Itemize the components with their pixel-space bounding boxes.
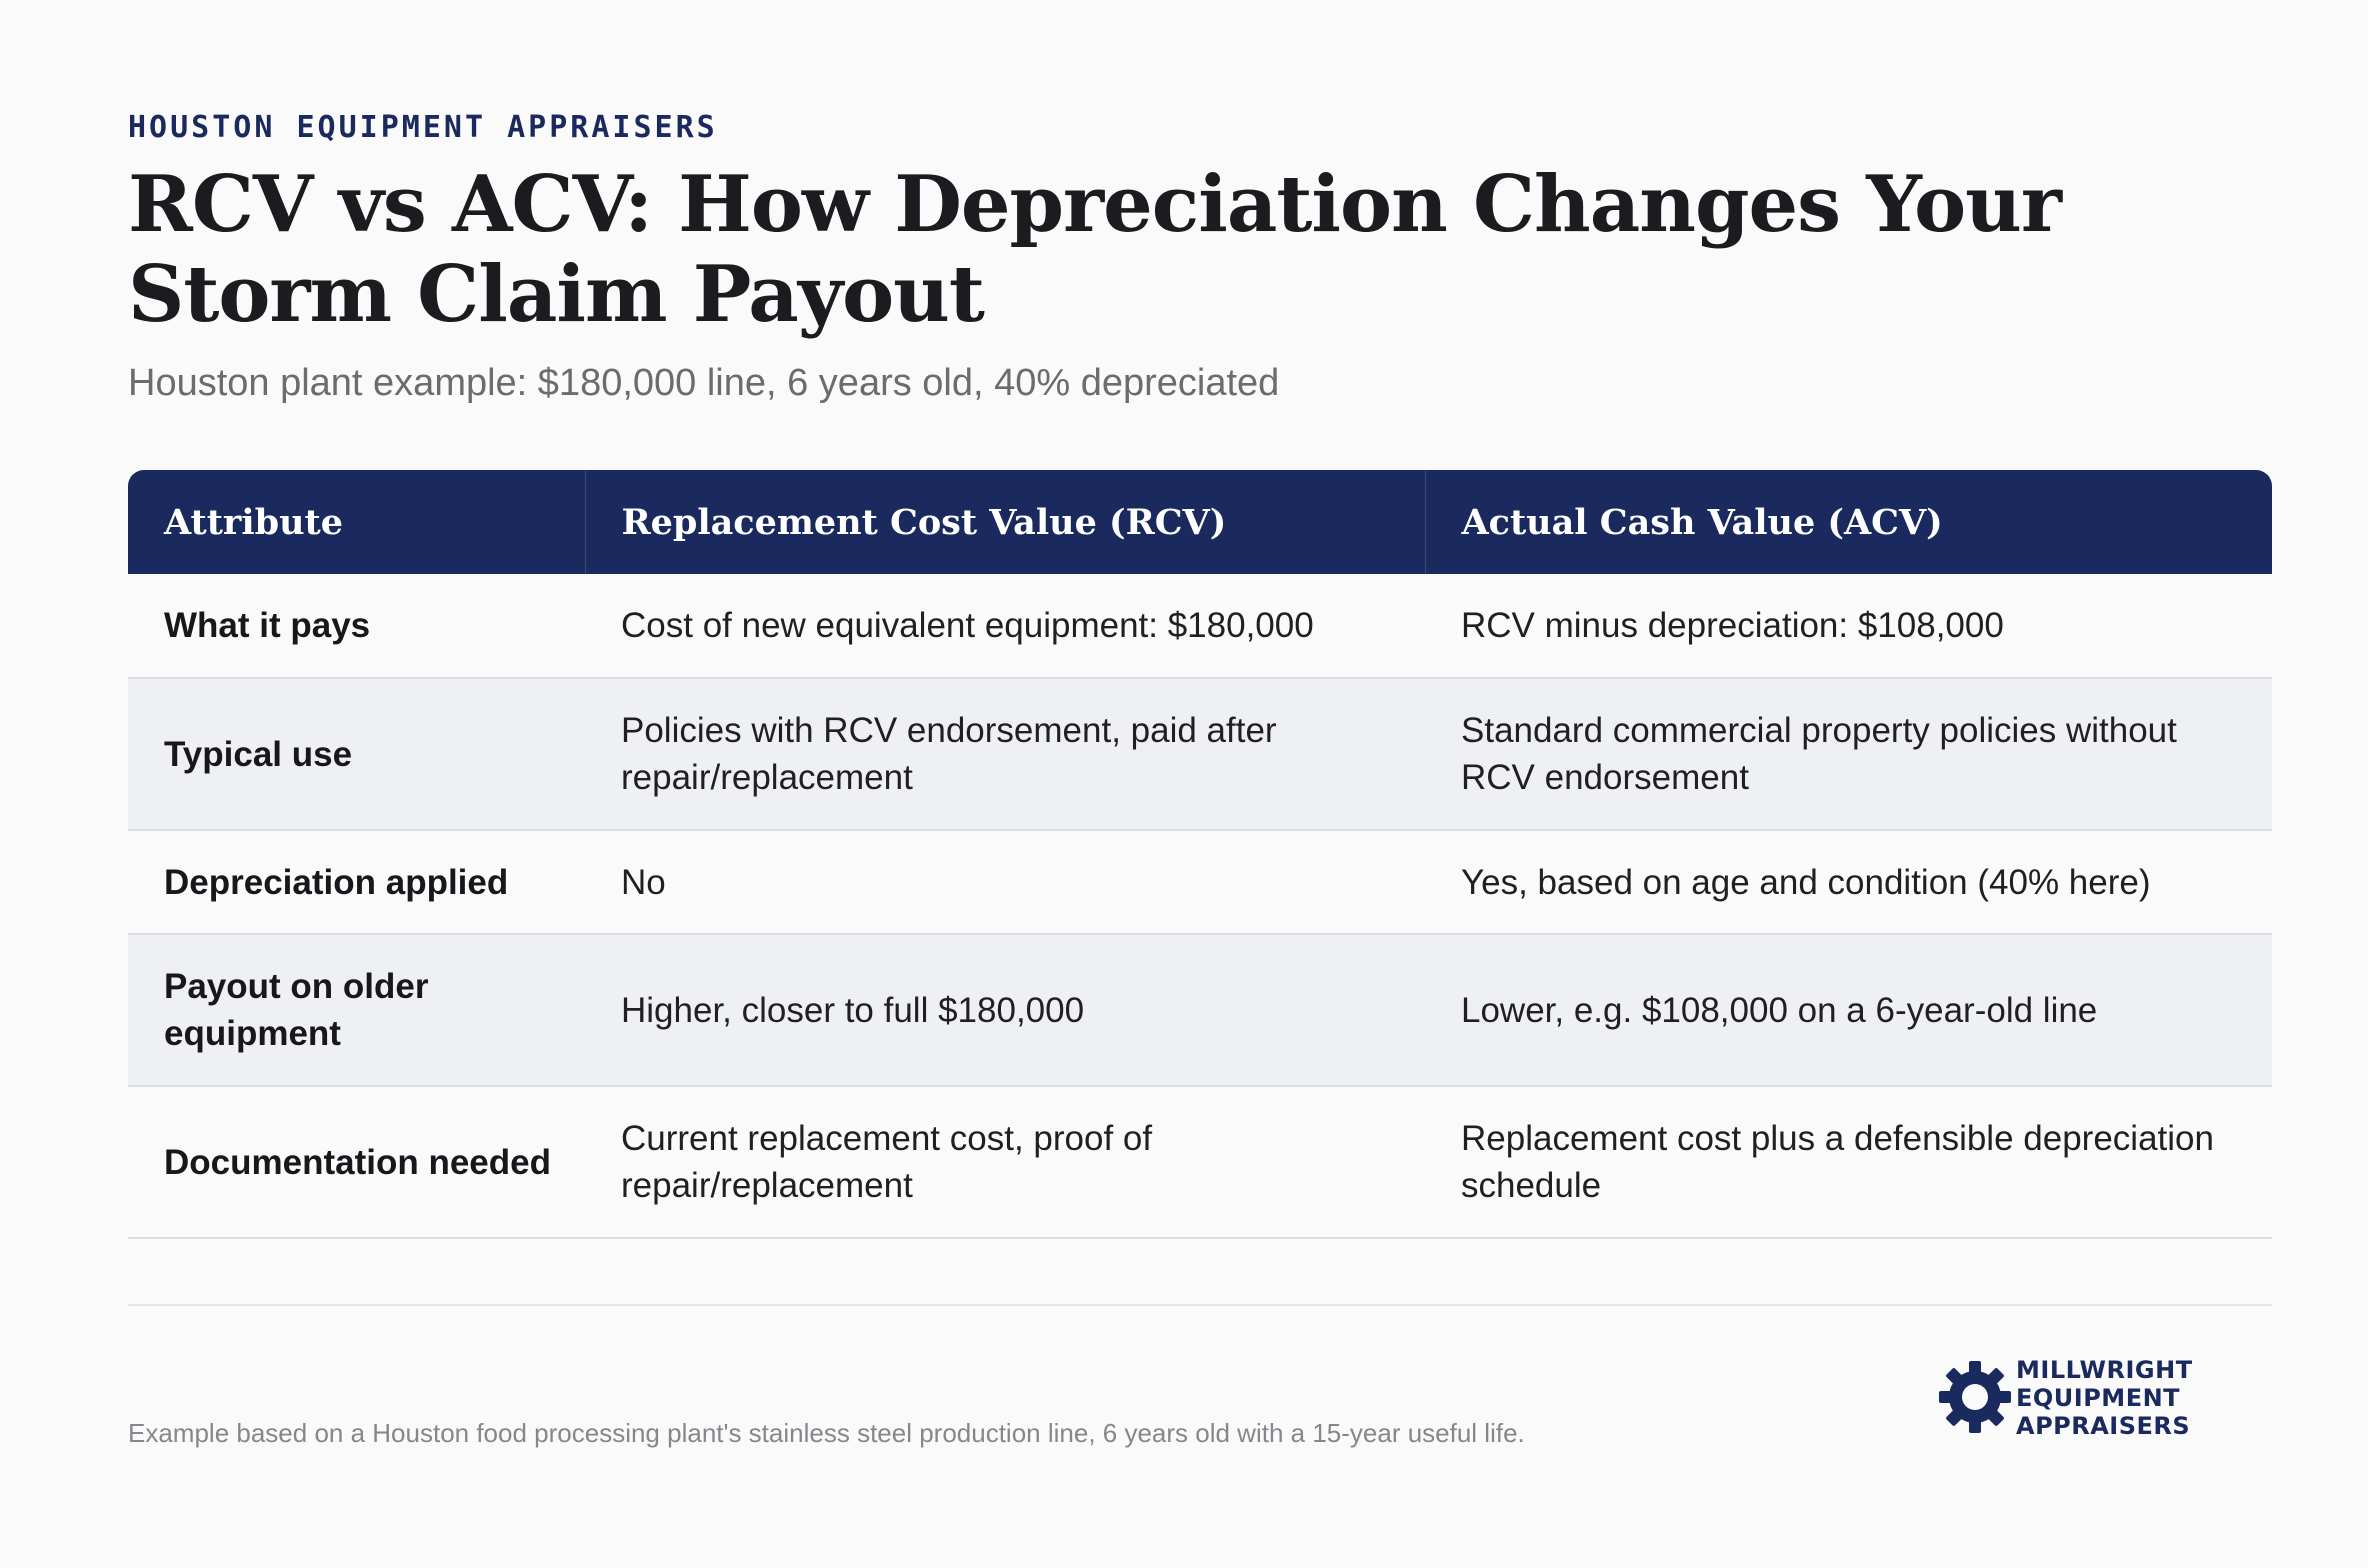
gear-icon bbox=[1939, 1361, 2011, 1433]
brand-line: MILLWRIGHT bbox=[2016, 1356, 2193, 1384]
page-subtitle: Houston plant example: $180,000 line, 6 … bbox=[128, 362, 1280, 404]
comparison-table-container: Attribute Replacement Cost Value (RCV) A… bbox=[128, 470, 2272, 1239]
table-row: Typical use Policies with RCV endorsemen… bbox=[128, 678, 2272, 831]
rcv-cell: No bbox=[585, 830, 1425, 935]
brand-wordmark: MILLWRIGHT EQUIPMENT APPRAISERS bbox=[2016, 1356, 2193, 1440]
table-body: What it pays Cost of new equivalent equi… bbox=[128, 574, 2272, 1239]
row-attribute: Payout on older equipment bbox=[128, 934, 585, 1087]
table-header-row: Attribute Replacement Cost Value (RCV) A… bbox=[128, 470, 2272, 574]
row-attribute: Depreciation applied bbox=[128, 830, 585, 935]
table-row: Documentation needed Current replacement… bbox=[128, 1086, 2272, 1239]
acv-cell: Yes, based on age and condition (40% her… bbox=[1425, 830, 2272, 935]
column-header-rcv: Replacement Cost Value (RCV) bbox=[585, 470, 1426, 574]
table-row: Depreciation applied No Yes, based on ag… bbox=[128, 830, 2272, 935]
page-title: RCV vs ACV: How Depreciation Changes You… bbox=[128, 159, 2062, 340]
table-row: What it pays Cost of new equivalent equi… bbox=[128, 574, 2272, 679]
column-header-acv: Actual Cash Value (ACV) bbox=[1425, 470, 2272, 574]
acv-cell: RCV minus depreciation: $108,000 bbox=[1425, 574, 2272, 679]
acv-cell: Standard commercial property policies wi… bbox=[1425, 678, 2272, 831]
rcv-cell: Policies with RCV endorsement, paid afte… bbox=[585, 678, 1425, 831]
eyebrow-label: HOUSTON EQUIPMENT APPRAISERS bbox=[128, 110, 718, 145]
column-header-attribute: Attribute bbox=[128, 470, 586, 574]
rcv-cell: Current replacement cost, proof of repai… bbox=[585, 1086, 1425, 1239]
rcv-cell: Cost of new equivalent equipment: $180,0… bbox=[585, 574, 1425, 679]
brand-line: APPRAISERS bbox=[2016, 1412, 2191, 1440]
brand-logo: MILLWRIGHT EQUIPMENT APPRAISERS bbox=[1938, 1352, 2268, 1442]
rcv-cell: Higher, closer to full $180,000 bbox=[585, 934, 1425, 1087]
row-attribute: What it pays bbox=[128, 574, 585, 679]
footnote: Example based on a Houston food processi… bbox=[128, 1418, 1525, 1448]
footer-divider bbox=[128, 1304, 2272, 1306]
acv-cell: Lower, e.g. $108,000 on a 6-year-old lin… bbox=[1425, 934, 2272, 1087]
brand-line: EQUIPMENT bbox=[2016, 1384, 2181, 1412]
comparison-table: Attribute Replacement Cost Value (RCV) A… bbox=[128, 470, 2272, 1239]
row-attribute: Typical use bbox=[128, 678, 585, 831]
table-row: Payout on older equipment Higher, closer… bbox=[128, 934, 2272, 1087]
row-attribute: Documentation needed bbox=[128, 1086, 585, 1239]
table-header: Attribute Replacement Cost Value (RCV) A… bbox=[128, 470, 2272, 574]
acv-cell: Replacement cost plus a defensible depre… bbox=[1425, 1086, 2272, 1239]
